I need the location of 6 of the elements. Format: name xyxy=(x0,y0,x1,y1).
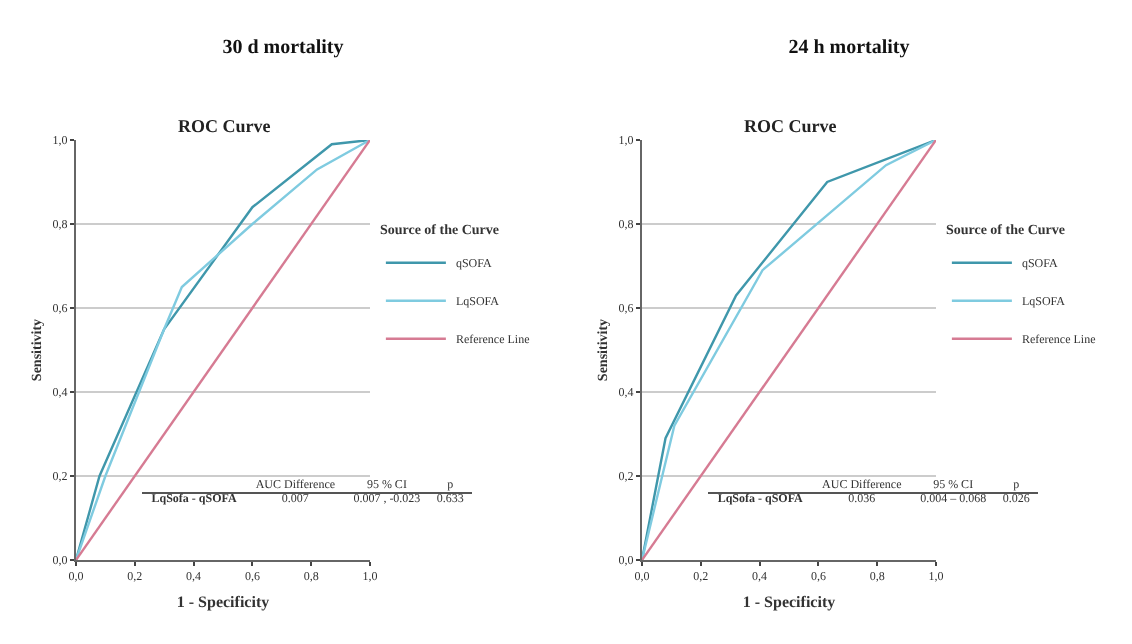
chart-title: 24 h mortality xyxy=(788,36,910,59)
chart-title: 30 d mortality xyxy=(222,36,344,59)
x-axis-title: 1 - Specificity xyxy=(176,592,270,611)
chart-subtitle: ROC Curve xyxy=(178,116,271,136)
chart-subtitle: ROC Curve xyxy=(744,116,837,136)
x-axis-title: 1 - Specificity xyxy=(742,592,836,611)
